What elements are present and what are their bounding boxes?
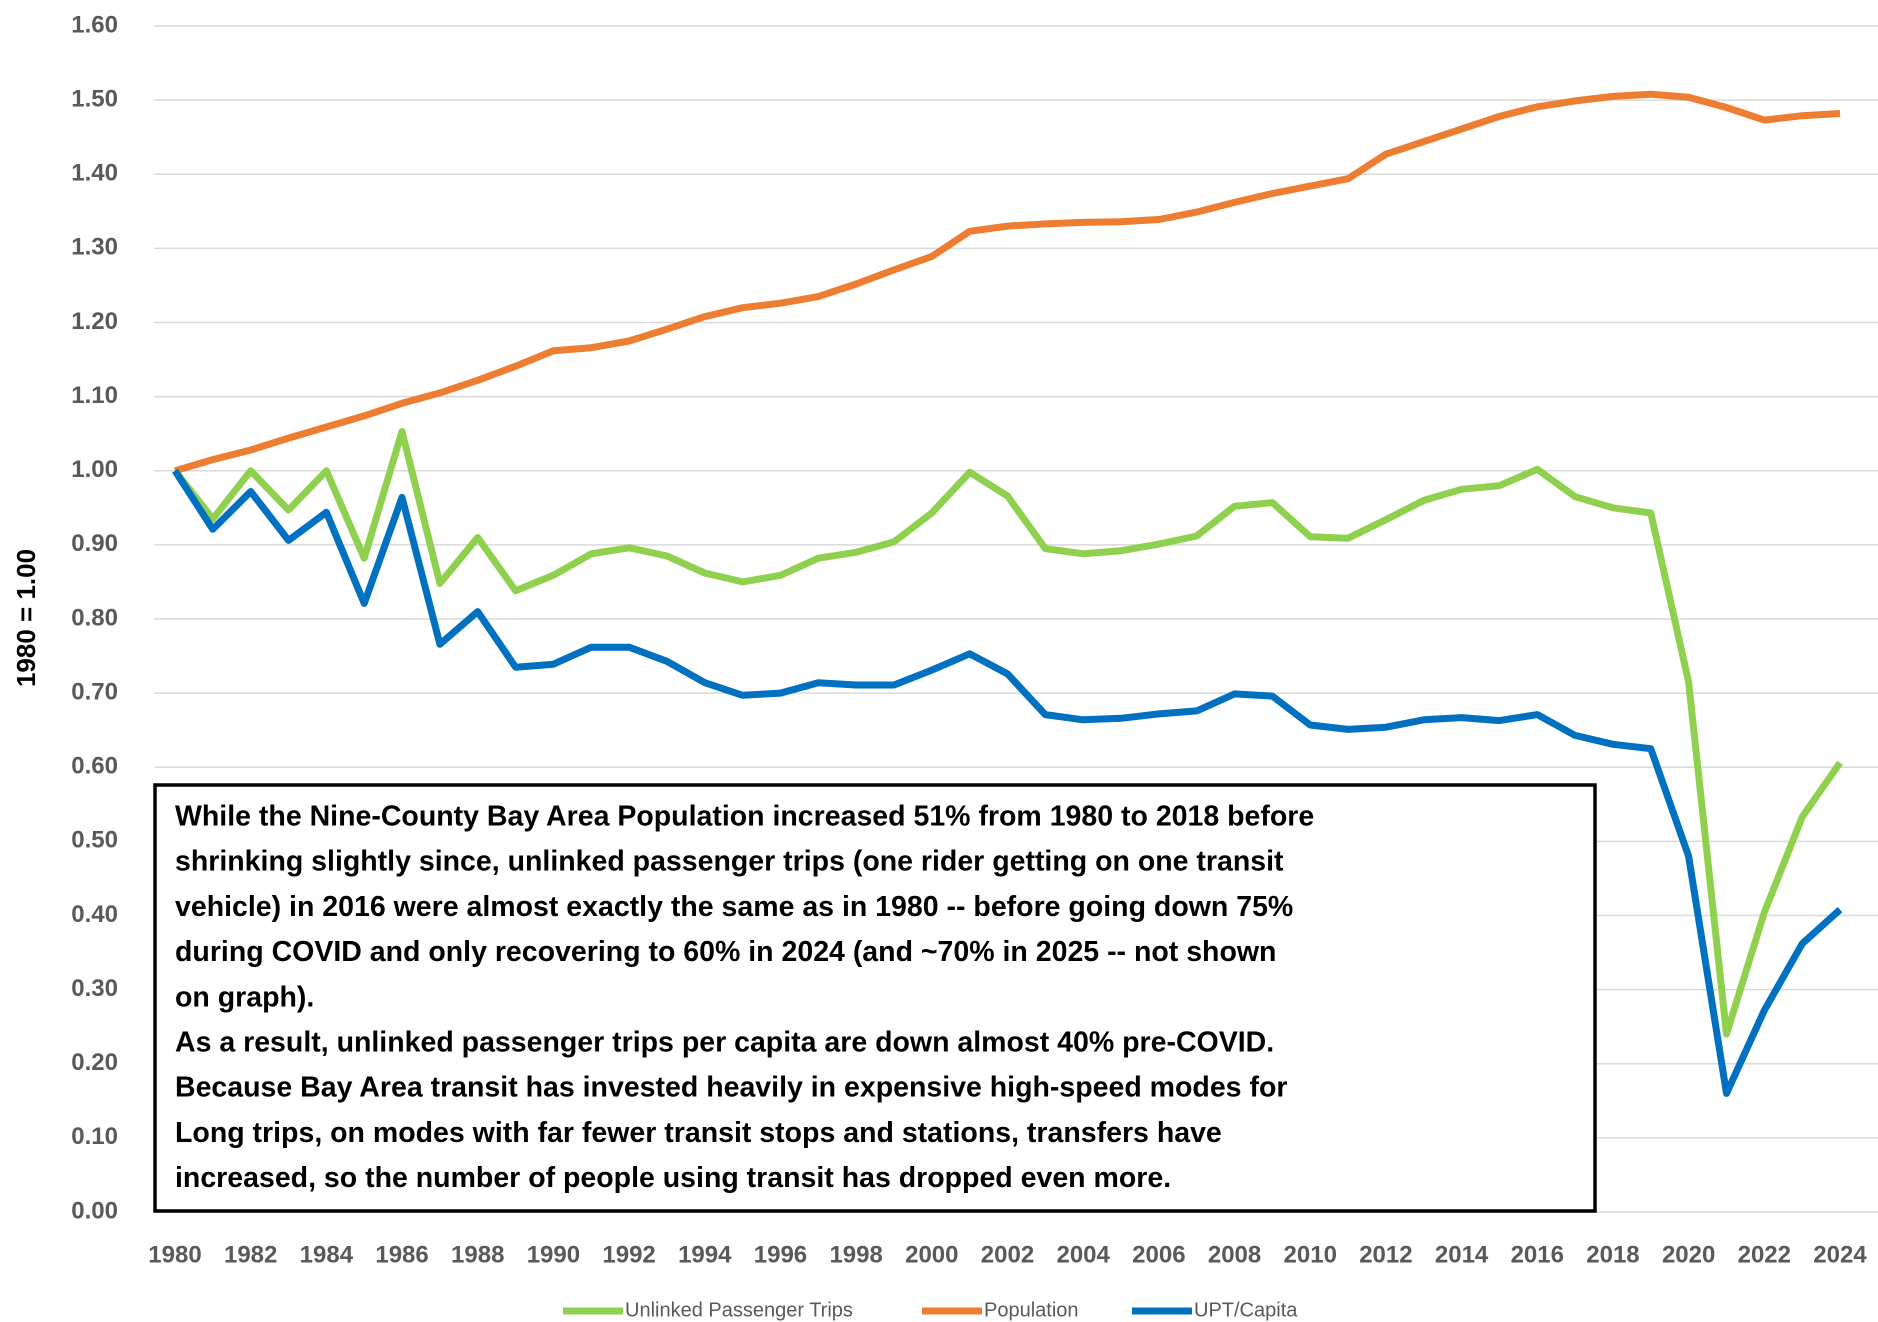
y-tick-label: 0.20 — [71, 1049, 118, 1076]
legend-label: UPT/Capita — [1194, 1299, 1298, 1321]
annotation-line: shrinking slightly since, unlinked passe… — [175, 846, 1284, 878]
y-tick-label: 0.50 — [71, 827, 118, 854]
x-tick-label: 1998 — [829, 1241, 882, 1268]
x-tick-label: 1994 — [678, 1241, 732, 1268]
annotation-line: on graph). — [175, 981, 314, 1013]
annotation-line: Because Bay Area transit has invested he… — [175, 1072, 1287, 1104]
x-tick-label: 2020 — [1662, 1241, 1715, 1268]
y-tick-label: 1.00 — [71, 456, 118, 483]
x-tick-label: 2010 — [1284, 1241, 1337, 1268]
y-tick-label: 1.50 — [71, 85, 118, 112]
y-axis-title: 1980 = 1.00 — [11, 549, 41, 687]
x-tick-label: 1990 — [527, 1241, 580, 1268]
series-line — [172, 468, 1843, 1097]
y-tick-label: 0.90 — [71, 530, 118, 557]
annotation-line: during COVID and only recovering to 60% … — [175, 936, 1276, 968]
x-tick-label: 1980 — [148, 1241, 201, 1268]
y-tick-label: 0.80 — [71, 604, 118, 631]
x-tick-label: 2006 — [1132, 1241, 1185, 1268]
series-line — [174, 90, 1841, 475]
x-tick-label: 2004 — [1056, 1241, 1110, 1268]
y-tick-label: 0.70 — [71, 678, 118, 705]
y-tick-label: 0.60 — [71, 753, 118, 780]
x-tick-label: 2022 — [1738, 1241, 1791, 1268]
x-tick-label: 1982 — [224, 1241, 277, 1268]
y-tick-label: 0.00 — [71, 1197, 118, 1224]
annotation-box — [153, 783, 1597, 1213]
annotation-line: increased, so the number of people using… — [175, 1162, 1171, 1194]
annotation-line: While the Nine-County Bay Area Populatio… — [175, 801, 1314, 833]
y-tick-label: 1.60 — [71, 11, 118, 38]
x-tick-label: 2016 — [1511, 1241, 1564, 1268]
annotation-line: As a result, unlinked passenger trips pe… — [175, 1027, 1274, 1059]
legend-label: Unlinked Passenger Trips — [625, 1299, 853, 1321]
x-tick-label: 1992 — [602, 1241, 655, 1268]
x-tick-label: 2002 — [981, 1241, 1034, 1268]
x-tick-label: 2014 — [1435, 1241, 1489, 1268]
x-tick-label: 1984 — [300, 1241, 354, 1268]
x-tick-label: 2024 — [1813, 1241, 1867, 1268]
y-tick-label: 0.30 — [71, 975, 118, 1002]
x-tick-label: 1988 — [451, 1241, 504, 1268]
annotation-line: Long trips, on modes with far fewer tran… — [175, 1117, 1222, 1149]
x-tick-label: 2000 — [905, 1241, 958, 1268]
series-line — [172, 428, 1843, 1038]
x-tick-label: 1986 — [375, 1241, 428, 1268]
x-tick-label: 1996 — [754, 1241, 807, 1268]
x-tick-label: 2018 — [1586, 1241, 1639, 1268]
annotation-line: vehicle) in 2016 were almost exactly the… — [175, 891, 1293, 923]
legend-label: Population — [984, 1299, 1079, 1321]
x-tick-label: 2012 — [1359, 1241, 1412, 1268]
y-tick-label: 1.40 — [71, 160, 118, 187]
y-tick-label: 0.10 — [71, 1123, 118, 1150]
y-tick-label: 1.10 — [71, 382, 118, 409]
y-tick-label: 1.30 — [71, 234, 118, 261]
y-tick-label: 0.40 — [71, 901, 118, 928]
x-tick-label: 2008 — [1208, 1241, 1261, 1268]
y-tick-label: 1.20 — [71, 308, 118, 335]
